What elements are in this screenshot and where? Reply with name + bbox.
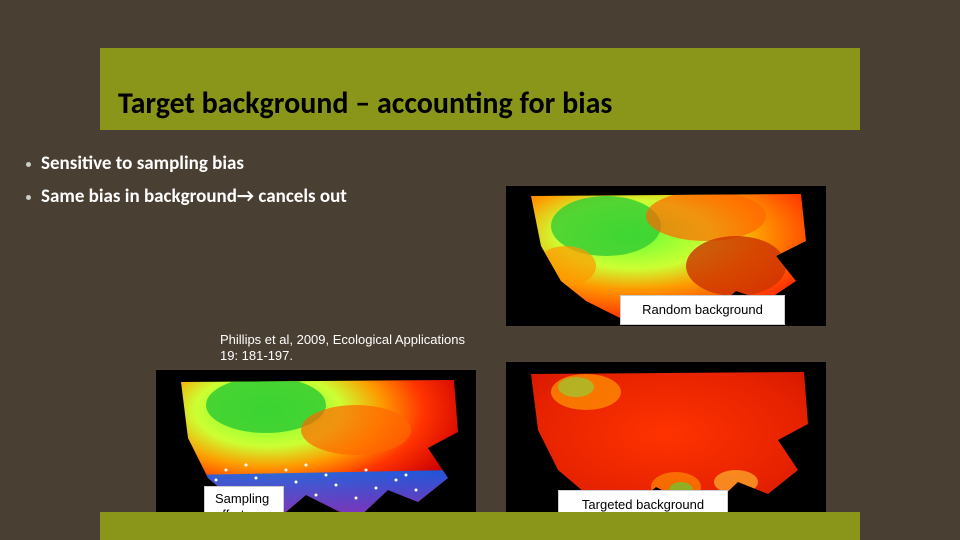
slide-title: Target background – accounting for bias xyxy=(118,85,612,122)
bullet-text: Same bias in background→ cancels out xyxy=(41,185,347,208)
footer-bar xyxy=(100,512,860,540)
list-item: Sensitive to sampling bias xyxy=(26,152,347,175)
citation-text: Phillips et al, 2009, Ecological Applica… xyxy=(220,332,480,365)
bullet-icon xyxy=(26,195,31,200)
list-item: Same bias in background→ cancels out xyxy=(26,185,347,208)
bullet-list: Sensitive to sampling bias Same bias in … xyxy=(26,152,347,218)
caption-random: Random background xyxy=(620,295,785,325)
bullet-icon xyxy=(26,162,31,167)
bullet-text: Sensitive to sampling bias xyxy=(41,152,244,175)
title-bar: Target background – accounting for bias xyxy=(100,48,860,130)
